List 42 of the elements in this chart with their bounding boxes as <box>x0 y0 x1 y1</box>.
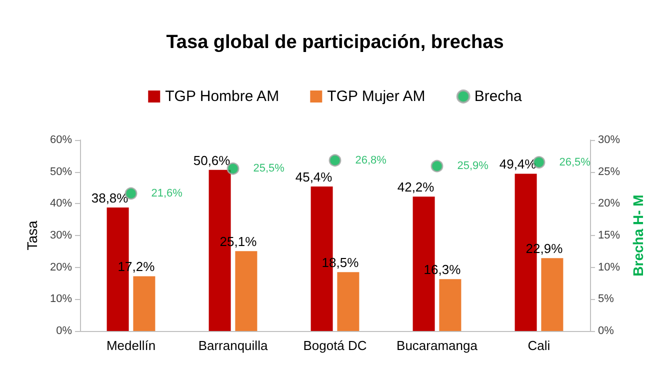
legend-label: Brecha <box>474 88 523 105</box>
y-tick-label: 40% <box>50 198 72 210</box>
data-label: 42,2% <box>397 180 435 195</box>
y2-tick-label: 30% <box>598 134 620 146</box>
data-label: 49,4% <box>499 156 537 172</box>
x-tick-label: Cali <box>528 338 550 353</box>
point <box>430 160 444 172</box>
y2-tick-label: 15% <box>598 230 620 242</box>
y-tick-label: 0% <box>56 325 72 337</box>
x-tick-label: Barranquilla <box>198 338 268 353</box>
data-label: 26,5% <box>559 156 591 168</box>
bar <box>337 272 360 331</box>
y2-tick-label: 20% <box>598 198 620 210</box>
bar <box>235 251 258 331</box>
y2-tick-label: 10% <box>598 261 620 274</box>
data-label: 25,5% <box>253 162 285 175</box>
legend-label: TGP Mujer AM <box>327 88 426 105</box>
x-tick-label: Medellín <box>106 338 156 353</box>
data-label: 26,8% <box>355 154 387 166</box>
data-label: 38,8% <box>91 190 129 206</box>
y-tick-label: 60% <box>50 134 72 146</box>
data-label: 45,4% <box>295 169 333 184</box>
y2-axis-title: Brecha H- M <box>630 194 646 276</box>
y2-tick-label: 25% <box>598 166 620 178</box>
data-label: 21,6% <box>151 187 183 200</box>
x-tick-label: Bogotá DC <box>303 338 367 353</box>
y-axis-title: Tasa <box>24 220 40 250</box>
y-tick-label: 20% <box>50 261 72 274</box>
point <box>328 154 342 167</box>
y-tick-label: 10% <box>50 293 72 306</box>
x-tick-label: Bucaramanga <box>396 338 478 353</box>
y-tick-label: 50% <box>50 166 72 178</box>
bar <box>133 276 156 331</box>
chart-title: Tasa global de participación, brechas <box>166 32 504 53</box>
y2-tick-label: 5% <box>598 293 614 306</box>
bar <box>541 258 564 331</box>
y2-tick-label: 0% <box>598 325 614 337</box>
data-label: 50,6% <box>193 152 231 168</box>
bar <box>439 279 462 331</box>
legend-label: TGP Hombre AM <box>165 88 280 105</box>
data-label: 25,9% <box>457 160 489 172</box>
y-tick-label: 30% <box>50 230 72 242</box>
